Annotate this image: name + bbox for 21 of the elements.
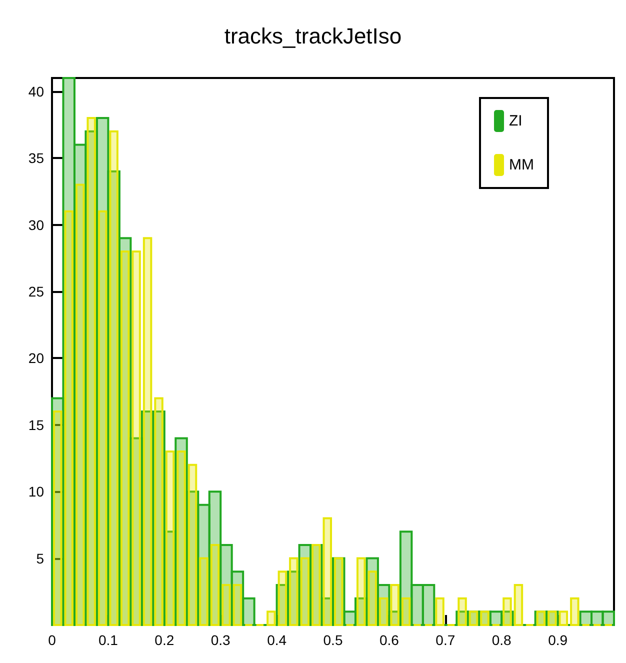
x-tick-label: 0.9 xyxy=(548,632,568,648)
y-tick-label: 20 xyxy=(28,350,44,366)
x-tick-label: 0.7 xyxy=(436,632,456,648)
x-tick-label: 0.4 xyxy=(267,632,287,648)
y-tick-label: 30 xyxy=(28,216,44,233)
y-tick-label: 10 xyxy=(28,484,44,500)
x-tick-label: 0 xyxy=(48,632,56,648)
y-tick-label: 15 xyxy=(28,416,44,433)
legend-label: ZI xyxy=(509,112,522,130)
y-tick-label: 25 xyxy=(28,283,44,300)
y-tick-label: 40 xyxy=(28,83,44,100)
legend-label: MM xyxy=(509,156,534,174)
x-tick-label: 0.2 xyxy=(154,632,174,648)
chart-title: tracks_trackJetIso xyxy=(224,24,402,48)
y-tick-label: 5 xyxy=(36,550,44,566)
x-tick-label: 0.3 xyxy=(210,632,231,648)
y-tick-label: 35 xyxy=(28,150,44,166)
x-tick-label: 0.1 xyxy=(98,632,118,648)
x-tick-label: 0.5 xyxy=(323,632,343,648)
x-tick-label: 0.8 xyxy=(492,632,512,648)
x-tick-label: 0.6 xyxy=(379,632,400,648)
